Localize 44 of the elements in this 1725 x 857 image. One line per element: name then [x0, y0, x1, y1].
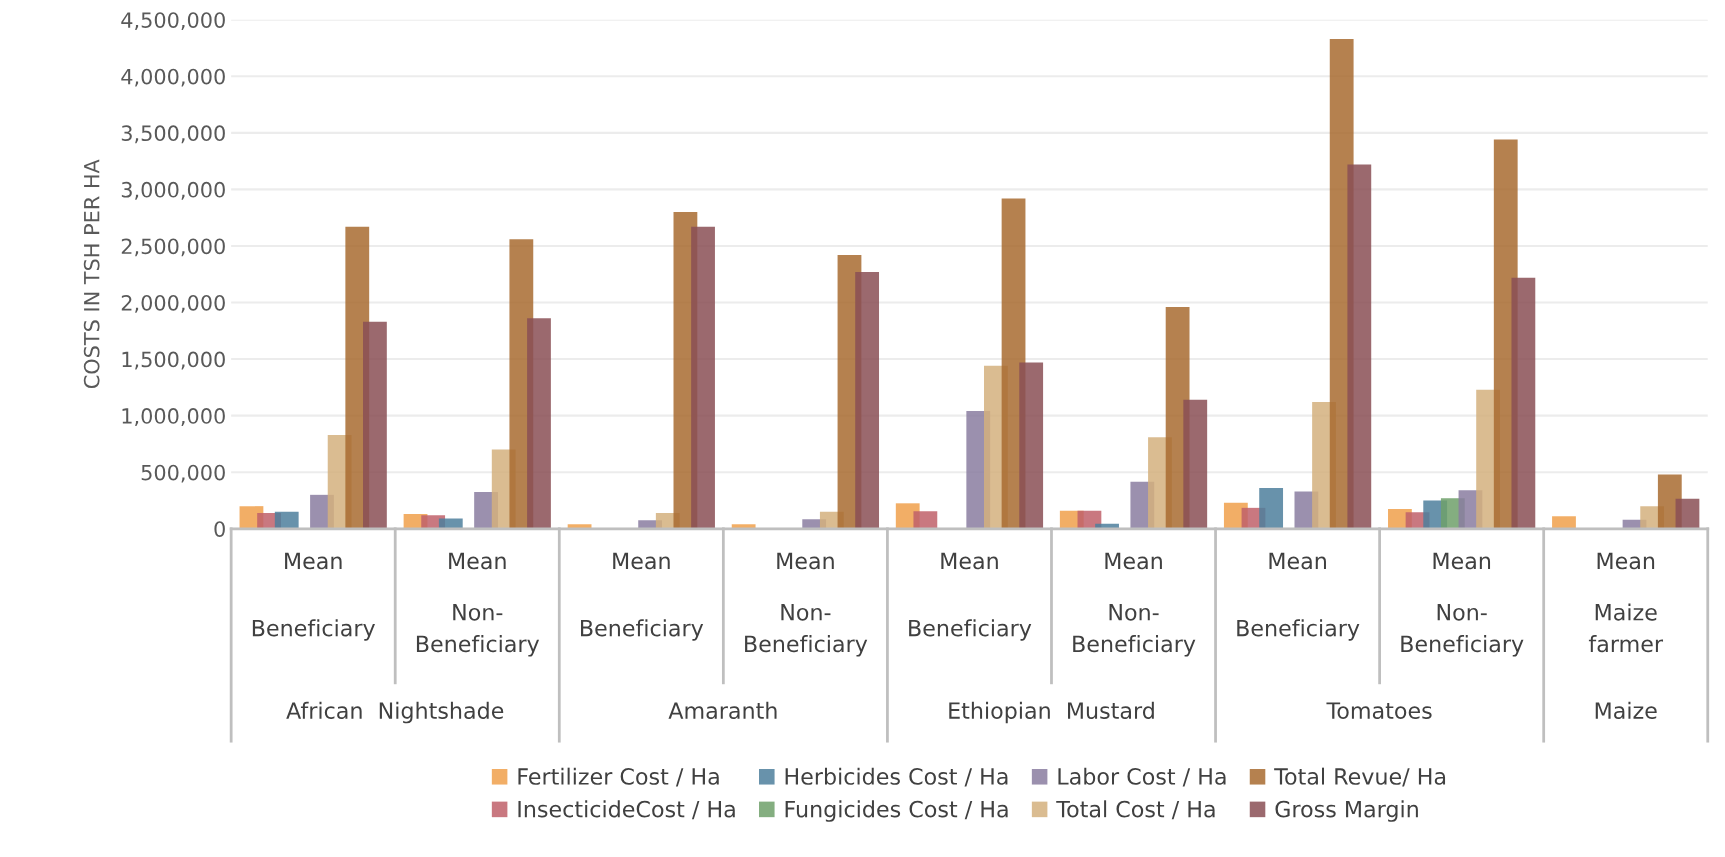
legend-label: Gross Margin [1275, 800, 1418, 822]
y-axis-title: COSTS IN TSH PER HA [83, 159, 100, 389]
bar [1183, 399, 1208, 529]
text: Maize [1595, 701, 1657, 719]
bar [691, 226, 715, 529]
bar [1347, 164, 1372, 529]
text: Tomatoes [1326, 702, 1432, 719]
bar [913, 511, 938, 529]
y-tick-label: 2,500,000 [121, 238, 225, 257]
text: Ethiopian Mustard [949, 701, 1154, 724]
text: African Nightshade [286, 701, 504, 724]
bar [1511, 277, 1536, 529]
bar [855, 271, 880, 529]
y-tick-label: 4,000,000 [121, 68, 225, 87]
legend-label: Fungicides Cost / Ha [785, 800, 1008, 822]
category-label: Mean Beneficiary [909, 552, 1032, 641]
bar [1019, 362, 1044, 529]
y-tick-label: 1,000,000 [122, 408, 225, 426]
category-label: Mean Beneficiary [581, 552, 704, 641]
legend-label: Labor Cost / Ha [1058, 767, 1226, 787]
legend-label: InsecticideCost / Ha [518, 800, 735, 820]
legend-label: Fertilizer Cost / Ha [518, 767, 719, 787]
text: Amaranth [668, 701, 777, 719]
y-tick-label: 0 [214, 521, 225, 537]
y-tick-label: 3,000,000 [121, 181, 225, 200]
category-label: Mean Non- Beneficiary [745, 552, 868, 657]
legend-label: Total Revue/ Ha [1274, 767, 1446, 787]
bar [363, 321, 387, 529]
category-label: Mean Non- Beneficiary [1401, 552, 1524, 657]
category-label: Mean Maize farmer [1588, 552, 1664, 653]
y-tick-label: 4,500,000 [121, 12, 225, 31]
legend-label: Herbicides Cost / Ha [785, 767, 1008, 787]
y-tick-label: 500,000 [141, 464, 225, 483]
category-label: Mean Non- Beneficiary [416, 552, 540, 657]
category-label: Mean Non- Beneficiary [1073, 552, 1196, 657]
y-tick-label: 3,500,000 [121, 125, 225, 144]
y-tick-label: 2,000,000 [121, 294, 225, 313]
y-tick-label: 1,500,000 [122, 351, 225, 370]
category-label: Mean Beneficiary [252, 552, 375, 641]
bar [1675, 498, 1700, 529]
category-label: Mean Beneficiary [1237, 552, 1360, 641]
bar [527, 318, 551, 529]
legend-label: Total Cost / Ha [1056, 800, 1215, 820]
bar [1259, 488, 1284, 529]
